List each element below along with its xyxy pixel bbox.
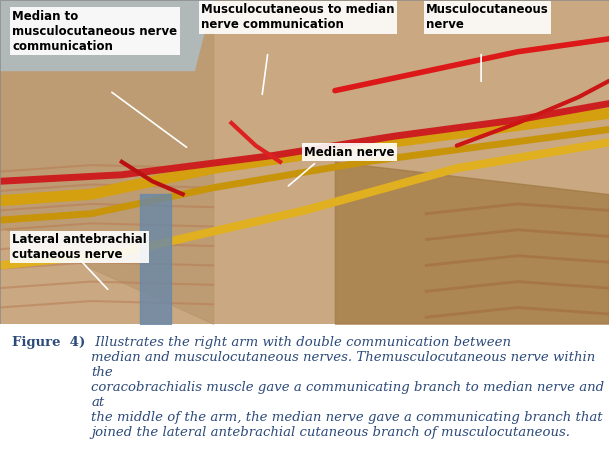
Text: Figure  4): Figure 4): [12, 336, 85, 349]
Text: Illustrates the right arm with double communication between
median and musculocu: Illustrates the right arm with double co…: [91, 336, 604, 439]
Text: Musculocutaneous
nerve: Musculocutaneous nerve: [426, 3, 549, 31]
Text: Median to
musculocutaneous nerve
communication: Median to musculocutaneous nerve communi…: [12, 10, 177, 53]
Text: Musculocutaneous to median
nerve communication: Musculocutaneous to median nerve communi…: [201, 3, 395, 31]
Polygon shape: [0, 0, 213, 71]
Text: Median nerve: Median nerve: [304, 146, 395, 159]
Text: Lateral antebrachial
cutaneous nerve: Lateral antebrachial cutaneous nerve: [12, 233, 147, 261]
